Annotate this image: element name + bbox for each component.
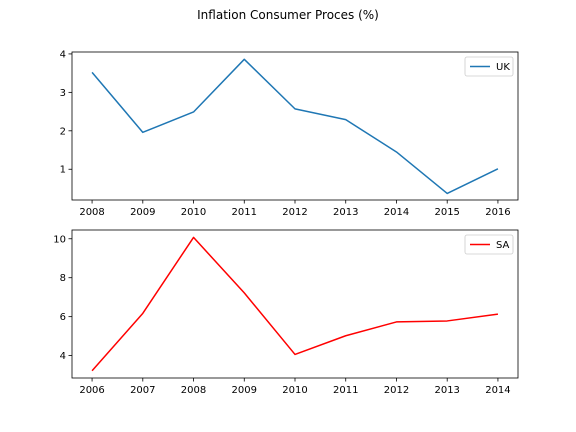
legend-label: SA	[496, 240, 510, 251]
x-tick-label: 2013	[434, 385, 459, 396]
x-tick-label: 2006	[79, 385, 104, 396]
y-tick-label: 8	[60, 273, 66, 284]
figure-title: Inflation Consumer Proces (%)	[197, 8, 379, 22]
y-tick-label: 1	[60, 165, 66, 176]
x-tick-label: 2008	[181, 385, 206, 396]
y-tick-label: 10	[53, 234, 66, 245]
legend: UK	[464, 56, 514, 77]
x-tick-label: 2009	[130, 207, 155, 218]
x-tick-label: 2014	[384, 207, 409, 218]
y-tick-label: 4	[60, 351, 66, 362]
x-tick-label: 2014	[485, 385, 510, 396]
x-tick-label: 2012	[282, 207, 307, 218]
y-tick-label: 6	[60, 312, 66, 323]
x-tick-label: 2013	[333, 207, 358, 218]
x-tick-label: 2016	[485, 207, 510, 218]
uk-subplot: 2008 2009 2010 2011 2012 2013 2014 2015 2016 1 2 3 4…	[60, 49, 519, 218]
x-tick-label: 2011	[333, 385, 358, 396]
x-tick-label: 2015	[434, 207, 459, 218]
x-tick-label: 2010	[181, 207, 206, 218]
x-tick-label: 2009	[232, 385, 257, 396]
sa-subplot: 2006 2007 2008 2009 2010 2011 2012 2013 2014 4 6 8 1…	[53, 229, 519, 396]
x-tick-label: 2008	[79, 207, 104, 218]
x-tick-label: 2011	[232, 207, 257, 218]
legend-label: UK	[496, 62, 510, 73]
x-tick-label: 2012	[384, 385, 409, 396]
y-tick-label: 4	[60, 49, 66, 60]
y-tick-label: 3	[60, 88, 66, 99]
x-tick-label: 2010	[282, 385, 307, 396]
legend: SA	[464, 234, 514, 255]
x-tick-label: 2007	[130, 385, 155, 396]
y-tick-label: 2	[60, 126, 66, 137]
